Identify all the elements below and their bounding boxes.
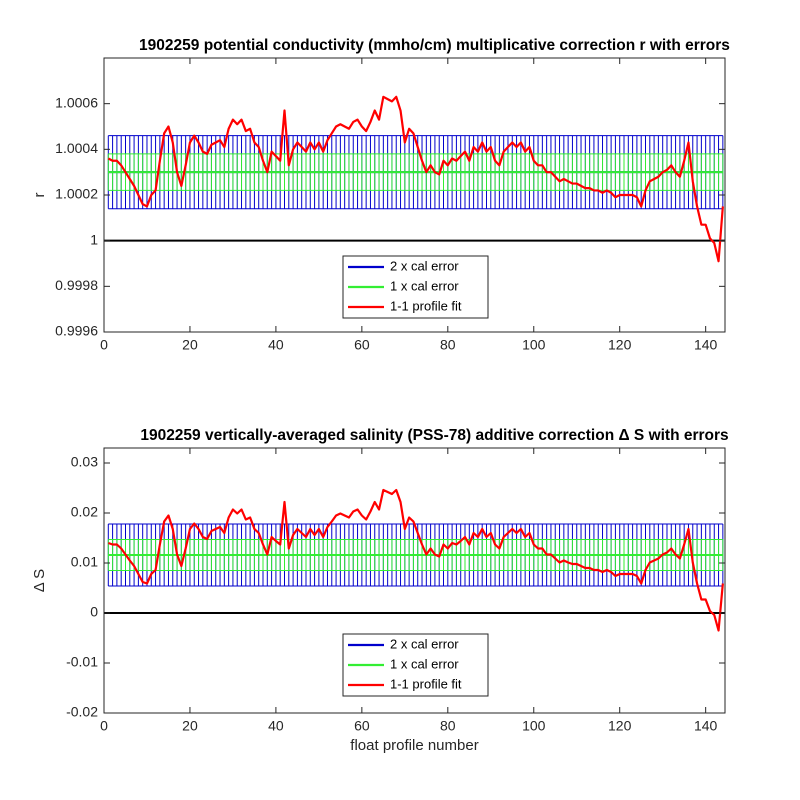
y-tick-label: 0.02 (71, 504, 98, 520)
y-tick-label: 0.9996 (55, 323, 98, 339)
legend-label: 1-1 profile fit (390, 298, 462, 313)
x-tick-label: 80 (440, 718, 456, 734)
x-tick-label: 20 (182, 718, 198, 734)
x-axis-label: float profile number (350, 737, 478, 754)
x-tick-label: 0 (100, 718, 108, 734)
x-tick-label: 60 (354, 337, 370, 353)
axes-frame (103, 447, 726, 714)
legend: 2 x cal error 1 x cal error 1-1 profile fi… (342, 633, 489, 697)
y-tick-label: 1.0004 (55, 140, 98, 156)
x-tick-label: 0 (100, 337, 108, 353)
y-tick-label: 1.0002 (55, 186, 98, 202)
x-tick-label: 120 (608, 718, 632, 734)
legend-label: 2 x cal error (390, 258, 459, 273)
x-tick-label: 40 (268, 718, 284, 734)
legend-label: 1 x cal error (390, 278, 459, 293)
chart-title: 1902259 vertically-averaged salinity (PS… (140, 427, 728, 444)
y-axis-label: Δ S (31, 569, 48, 592)
x-tick-label: 120 (608, 337, 632, 353)
fit-line (107, 95, 724, 263)
x-tick-label: 20 (182, 337, 198, 353)
legend-label: 1-1 profile fit (390, 676, 462, 691)
y-tick-label: -0.02 (66, 704, 98, 720)
y-tick-label: -0.01 (66, 654, 98, 670)
chart-title: 1902259 potential conductivity (mmho/cm)… (139, 37, 730, 54)
x-tick-label: 40 (268, 337, 284, 353)
fit-line (107, 488, 724, 632)
x-tick-label: 100 (522, 718, 546, 734)
x-tick-label: 100 (522, 337, 546, 353)
y-axis-label: r (31, 193, 48, 198)
legend: 2 x cal error 1 x cal error 1-1 profile fi… (342, 255, 489, 319)
y-tick-label: 1.0006 (55, 94, 98, 110)
x-tick-label: 80 (440, 337, 456, 353)
y-tick-label: 0.9998 (55, 277, 98, 293)
legend-label: 2 x cal error (390, 636, 459, 651)
x-tick-label: 60 (354, 718, 370, 734)
x-tick-label: 140 (694, 718, 718, 734)
legend-label: 1 x cal error (390, 656, 459, 671)
y-tick-label: 1 (90, 231, 98, 247)
y-tick-label: 0.01 (71, 554, 98, 570)
error-bars (107, 539, 724, 571)
x-tick-label: 140 (694, 337, 718, 353)
y-tick-label: 0 (90, 604, 98, 620)
y-tick-label: 0.03 (71, 454, 98, 470)
